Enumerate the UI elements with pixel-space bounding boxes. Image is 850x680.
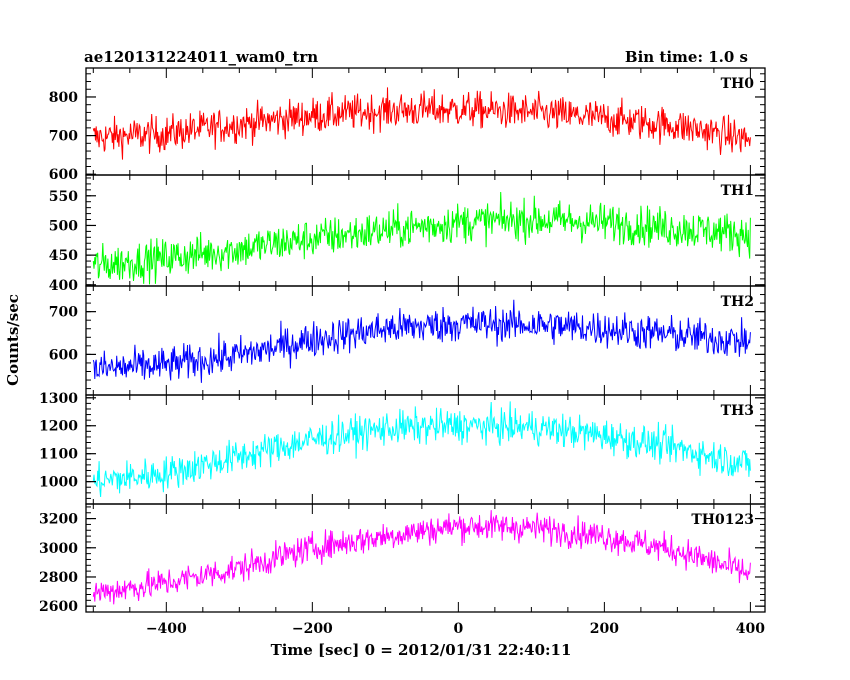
panel-th0: 600 700 800 TH0 [49, 67, 766, 183]
y-tick-label: 800 [49, 90, 78, 106]
y-tick-label: 1200 [39, 419, 78, 435]
y-tick-label: 600 [49, 347, 78, 363]
y-tick-label: 1000 [39, 475, 78, 491]
series-line-th1 [92, 191, 751, 285]
series-line-th0123 [92, 510, 751, 605]
y-tick-label: 500 [49, 218, 78, 234]
panel-label-th0123: TH0123 [691, 512, 754, 528]
x-tick-label: 400 [736, 621, 765, 637]
y-tick-label: 1300 [39, 391, 78, 407]
y-tick-label: 450 [49, 248, 78, 264]
panel-frame [85, 285, 766, 396]
y-tick-label: 3200 [39, 512, 78, 528]
y-tick-label: 700 [49, 305, 78, 321]
series-line-th0 [92, 87, 751, 160]
x-tick-label: 200 [590, 621, 619, 637]
bin-time-label: Bin time: 1.0 s [625, 48, 748, 66]
y-tick-label: 2600 [39, 599, 78, 615]
y-tick-label: 1100 [39, 447, 78, 463]
panels-group: 600 700 800 TH0 400 450 500 550 TH1 600 700 TH2 1000… [39, 67, 766, 637]
panel-th3: 1000 1100 1200 1300 TH3 [39, 391, 766, 505]
x-tick-label: −200 [292, 621, 333, 637]
panel-label-th2: TH2 [721, 294, 754, 310]
panel-th0123: 2600 2800 3000 3200 TH0123 [39, 503, 766, 615]
y-tick-label: 3000 [39, 541, 78, 557]
y-axis-label: Counts/sec [4, 294, 22, 386]
panel-frame [85, 394, 766, 505]
panel-label-th1: TH1 [721, 183, 754, 199]
panel-th1: 400 450 500 550 TH1 [49, 174, 766, 294]
y-tick-label: 600 [49, 167, 78, 183]
panel-label-th0: TH0 [721, 76, 755, 92]
y-tick-label: 400 [49, 278, 78, 294]
series-line-th3 [92, 401, 751, 498]
series-line-th2 [92, 299, 751, 383]
panel-th2: 600 700 TH2 [49, 285, 766, 396]
x-tick-label: 0 [453, 621, 463, 637]
panel-frame [85, 503, 766, 613]
x-axis-label: Time [sec] 0 = 2012/01/31 22:40:11 [271, 641, 572, 659]
x-tick-label: −400 [146, 621, 187, 637]
panel-label-th3: TH3 [721, 403, 754, 419]
y-tick-label: 550 [49, 189, 78, 205]
chart-title: ae120131224011_wam0_trn [84, 48, 318, 66]
y-tick-label: 2800 [39, 570, 78, 586]
y-tick-label: 700 [49, 129, 78, 145]
